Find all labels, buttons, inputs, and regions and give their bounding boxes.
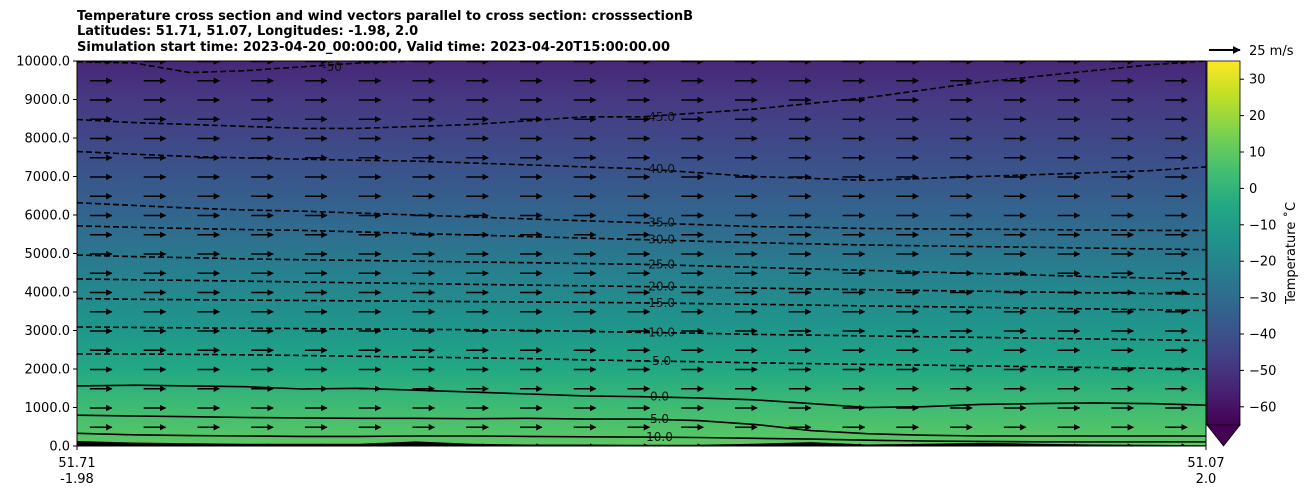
contour-line [77,353,1206,370]
colorbar-tick-label: 30 [1249,73,1266,88]
x-end-lat-label: 51.07 [1187,456,1224,471]
x-start-lon-label: -1.98 [60,472,94,487]
y-axis: 0.0 1000.0 2000.0 3000.0 4000.0 5000.0 6000.0 7… [16,55,77,455]
x-end-lon-label: 2.0 [1196,472,1217,487]
contour-line [77,201,1206,232]
contour-line [77,384,1206,409]
colorbar-tick-label: −20 [1249,255,1276,270]
colorbar-extend-min [1206,424,1241,447]
contour-label: 5.0 [650,412,669,426]
y-tick-label: 10000.0 [16,55,70,70]
contour-label: -40.0 [644,162,675,176]
wind-vectors [89,61,1188,446]
contour-label: 10.0 [646,430,673,444]
y-tick-label: 1000.0 [25,401,71,416]
temperature-contours: -50 -45.0 -40.0 -35.0 -30.0 -25.0 -20.0 -15.0 -1… [77,60,1206,444]
colorbar-tick-label: −40 [1249,328,1276,343]
y-tick-label: 2000.0 [25,363,71,378]
contour-label: 0.0 [650,390,669,404]
x-axis: 51.71 -1.98 51.07 2.0 [58,446,1225,487]
contour-line [77,414,1206,437]
colorbar-tick-label: 10 [1249,146,1266,161]
x-start-lat-label: 51.71 [58,456,95,471]
contour-label: -15.0 [644,296,675,310]
terrain [77,441,1206,446]
colorbar-tick-label: 0 [1249,182,1257,197]
colorbar-tick-label: −60 [1249,400,1276,415]
contour-label: -45.0 [644,110,675,124]
contour-line [77,432,1206,443]
contour-line [77,326,1206,342]
title-line-1: Temperature cross section and wind vecto… [77,9,694,24]
contour-line [77,278,1206,296]
contour-line [77,225,1206,251]
colorbar-tick-label: 20 [1249,109,1266,124]
colorbar-tick-label: −50 [1249,364,1276,379]
y-tick-label: 6000.0 [25,209,71,224]
y-tick-label: 7000.0 [25,170,71,185]
quiver-key-label: 25 m/s [1249,44,1294,59]
quiver-key: 25 m/s [1209,44,1294,59]
y-tick-label: 8000.0 [25,132,71,147]
contour-label: -20.0 [644,280,675,294]
contour-label: -10.0 [644,325,675,339]
y-tick-label: 0.0 [49,440,70,455]
title-line-3: Simulation start time: 2023-04-20_00:00:… [77,40,670,55]
y-tick-label: 3000.0 [25,324,71,339]
contour-label: -5.0 [648,354,671,368]
contour-label: -30.0 [644,233,675,247]
y-tick-label: 9000.0 [25,93,71,108]
colorbar: −60 −50 −40 −30 −20 −10 0 10 20 30 Temperature ˚C [1206,60,1299,447]
title-line-2: Latitudes: 51.71, 51.07, Longitudes: -1.… [77,24,419,39]
colorbar-ticks: −60 −50 −40 −30 −20 −10 0 10 20 30 [1240,73,1276,415]
contour-line [77,61,440,74]
y-tick-label: 4000.0 [25,286,71,301]
colorbar-tick-label: −10 [1249,218,1276,233]
contour-line [77,150,1206,182]
colorbar-label: Temperature ˚C [1283,202,1299,305]
contour-line [77,254,1206,281]
contour-label: -50 [322,60,342,74]
colorbar-tick-label: −30 [1249,291,1276,306]
contour-label: -25.0 [644,257,675,271]
contour-line [77,297,1206,312]
colorbar-fill [1206,60,1241,426]
contour-label: -35.0 [644,216,675,230]
y-tick-label: 5000.0 [25,247,71,262]
